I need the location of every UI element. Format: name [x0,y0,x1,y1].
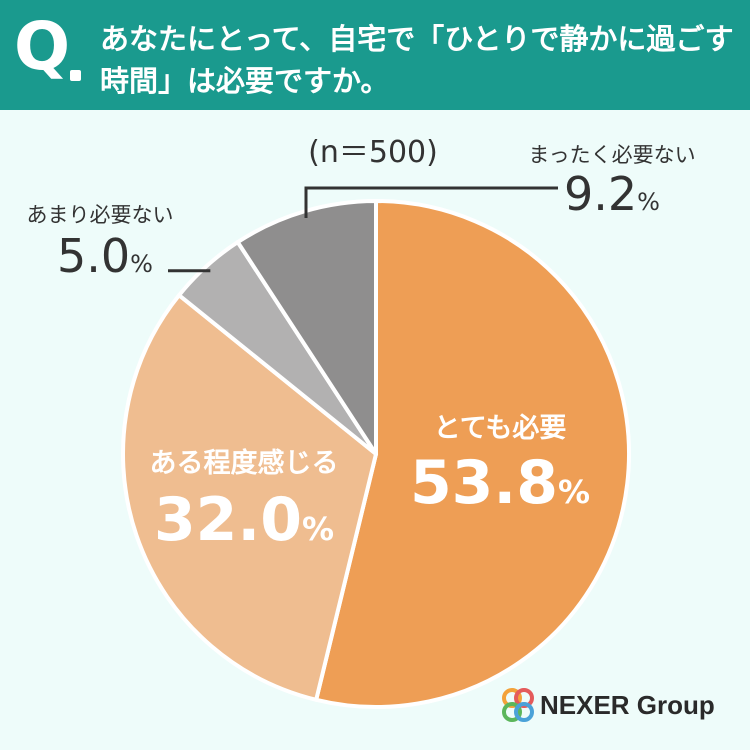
leader-line-not-at-all [304,186,558,218]
slice-value-not-at-all: 9.2% [564,167,660,221]
percent-sign: % [637,188,660,216]
pie-slices [121,199,631,709]
slice-somewhat [121,293,378,702]
slice-value-number: 32.0 [154,485,302,555]
slice-label-somewhat: ある程度感じる [150,447,339,479]
slice-label-very-necessary: とても必要 [434,413,567,444]
question-text: あなたにとって、自宅で「ひとりで静かに過ごす時間」は必要ですか。 [100,22,734,98]
slice-value-somewhat: 32.0% [154,485,334,555]
slice-very-necessary [314,199,631,709]
slice-not-at-all [235,199,378,456]
question-header: Q あなたにとって、自宅で「ひとりで静かに過ごす時間」は必要ですか。 [0,0,750,110]
logo-rings-icon [502,688,534,722]
sample-size-label: (n＝500) [308,135,438,170]
q-letter: Q [14,8,71,85]
slice-value-number: 5.0 [57,229,130,283]
slice-label-not-much: あまり必要ない [27,203,174,227]
logo-text: NEXER Group [540,690,715,720]
nexer-logo: NEXER Group [498,682,738,732]
percent-sign: % [558,473,590,511]
percent-sign: % [302,510,334,548]
slice-value-number: 53.8 [410,448,558,518]
slice-value-number: 9.2 [564,167,637,221]
slice-value-not-much: 5.0% [57,229,153,283]
leader-lines [168,186,558,273]
slice-label-not-at-all: まったく必要ない [528,143,695,167]
q-dot [70,70,81,81]
slice-value-very-necessary: 53.8% [410,448,590,518]
percent-sign: % [130,250,153,278]
